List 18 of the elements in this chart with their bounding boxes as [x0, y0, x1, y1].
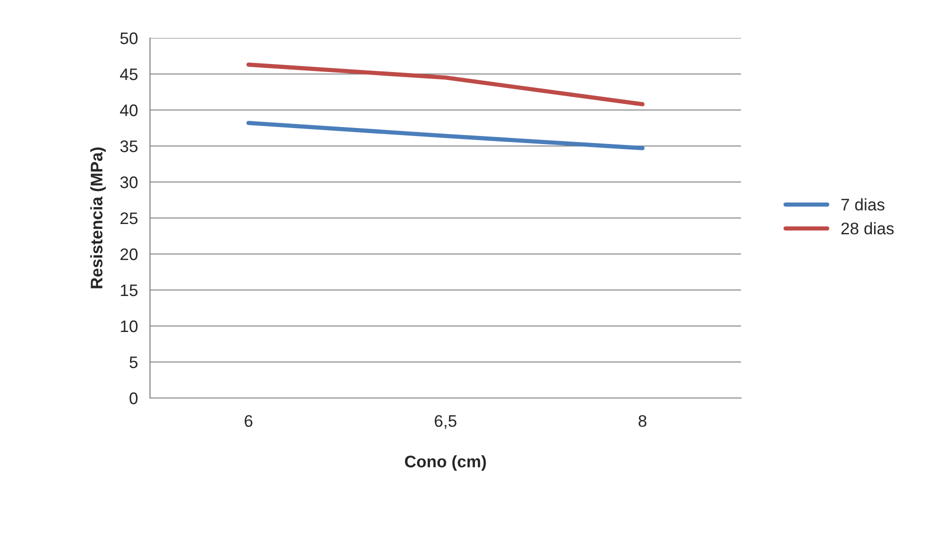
legend-label: 7 dias [841, 198, 884, 211]
y-tick-label: 20 [120, 248, 138, 260]
y-tick-label: 5 [130, 356, 138, 368]
y-tick-label: 35 [120, 140, 138, 152]
x-axis-title: Cono (cm) [404, 455, 486, 471]
y-tick-label: 40 [120, 104, 138, 116]
x-tick-label: 6,5 [434, 415, 456, 429]
y-tick-label: 45 [120, 68, 138, 80]
x-tick-label: 8 [638, 415, 646, 427]
y-tick-label: 50 [120, 32, 138, 44]
y-tick-label: 0 [130, 392, 138, 404]
x-tick-label: 6 [244, 415, 252, 427]
y-tick-label: 10 [120, 320, 138, 332]
legend-label: 28 dias [841, 222, 894, 234]
y-tick-label: 15 [120, 284, 138, 296]
y-tick-label: 30 [120, 176, 138, 188]
y-tick-label: 25 [120, 212, 138, 224]
y-axis-title: Resistencia (MPa) [90, 148, 106, 288]
